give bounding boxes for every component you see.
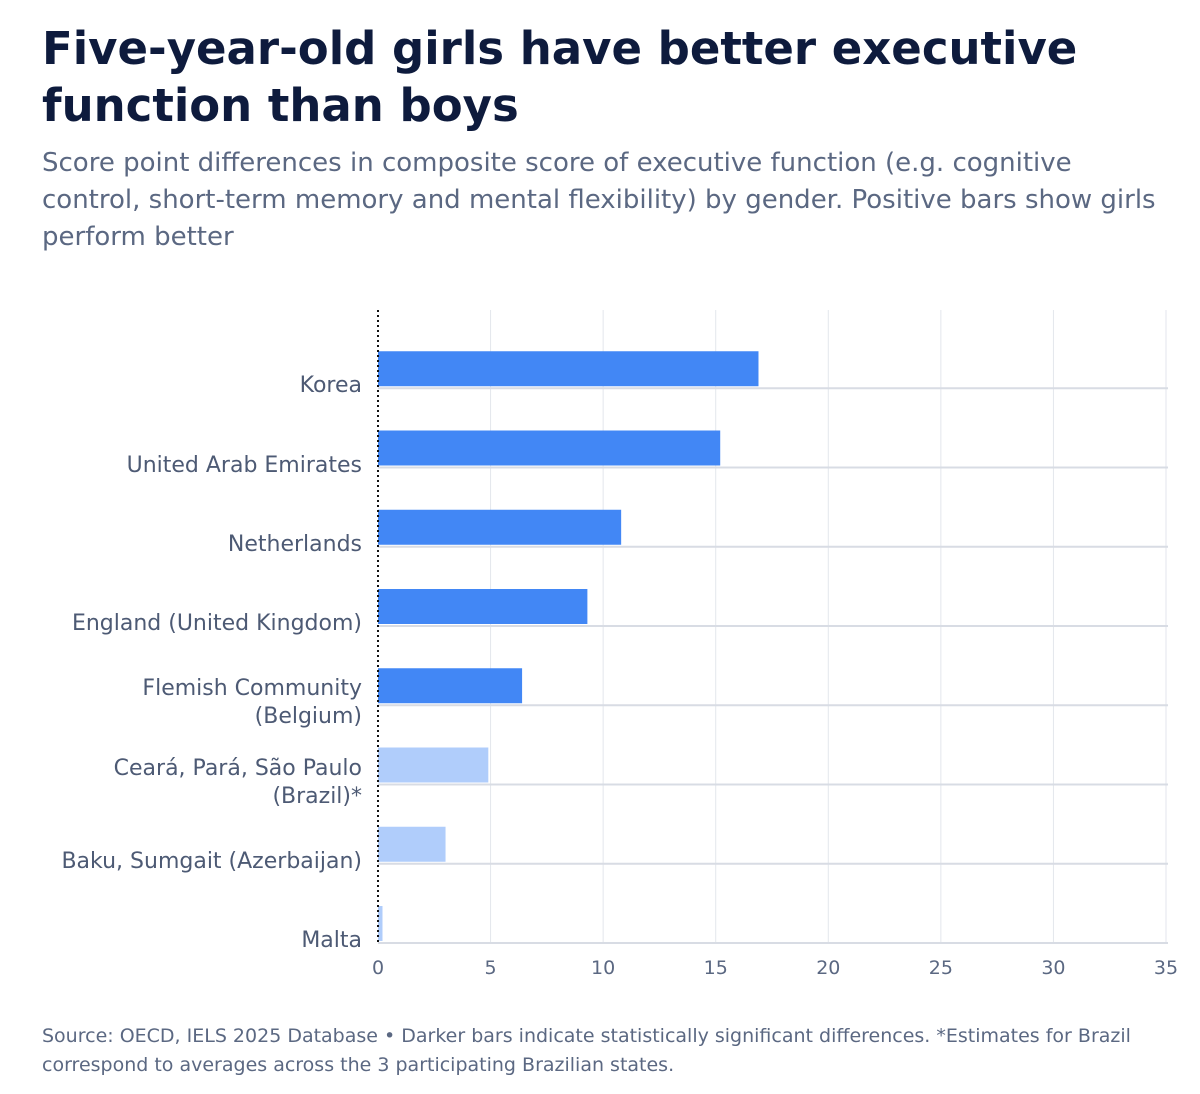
bar: [378, 906, 383, 941]
bar: [378, 351, 759, 387]
category-label: Korea: [299, 373, 362, 399]
x-tick-label: 30: [1041, 957, 1065, 979]
chart-subtitle: Score point differences in composite sco…: [42, 148, 1156, 252]
bar: [378, 747, 489, 783]
x-tick-label: 25: [929, 957, 953, 979]
x-tick-label: 5: [485, 957, 497, 979]
chart-title: Five-year-old girls have better executiv…: [42, 22, 1078, 132]
bar: [378, 430, 721, 466]
x-tick-label: 10: [591, 957, 615, 979]
bar: [378, 826, 446, 862]
x-tick-label: 35: [1154, 957, 1178, 979]
category-label: Malta: [301, 928, 362, 953]
x-tick-label: 15: [704, 957, 728, 979]
category-label: Flemish Community (Belgium): [142, 676, 362, 730]
source-note: Source: OECD, IELS 2025 Database • Darke…: [42, 1025, 1131, 1076]
category-label: Netherlands: [227, 531, 362, 557]
category-label: Ceará, Pará, São Paulo (Brazil)*: [113, 755, 362, 809]
bar: [378, 668, 523, 704]
category-label: England (United Kingdom): [71, 611, 362, 636]
category-label: United Arab Emirates: [126, 452, 362, 478]
category-label: Baku, Sumgait (Azerbaijan): [61, 848, 362, 874]
x-tick-label: 0: [372, 957, 384, 979]
x-tick-label: 20: [816, 957, 840, 979]
bar: [378, 589, 588, 624]
bar: [378, 509, 622, 545]
